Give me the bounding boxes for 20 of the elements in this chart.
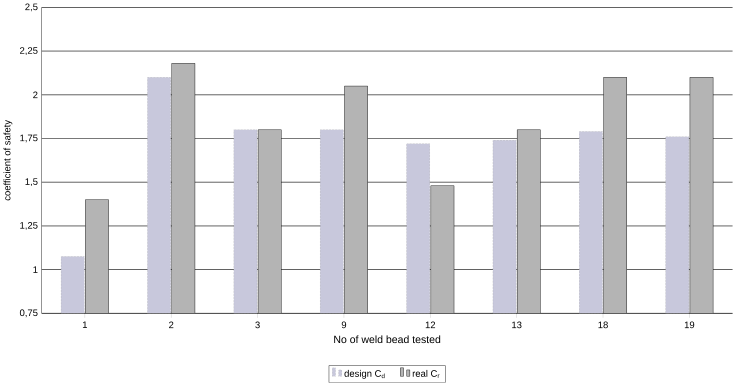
- legend-label: design C$_{d}$: [344, 370, 385, 379]
- y-tick-label: 1,75: [20, 134, 38, 142]
- x-tick-label: 19: [684, 322, 694, 328]
- x-tick-label: 9: [342, 322, 346, 328]
- legend-label: real C$_{r}$: [412, 370, 440, 378]
- y-tick-label: 2,25: [20, 47, 38, 56]
- x-tick-label: 2: [169, 322, 174, 328]
- x-tick-label: 3: [255, 322, 260, 328]
- x-tick-label: 18: [598, 322, 608, 328]
- x-axis-title: No of weld bead tested: [334, 336, 440, 344]
- y-axis-title: coefficient of safety: [4, 120, 12, 200]
- x-tick-label: 1: [82, 322, 88, 328]
- y-tick-label: 1,5: [26, 178, 38, 186]
- y-tick-label: 0,75: [20, 310, 38, 318]
- y-tick-label: 1,25: [20, 222, 38, 230]
- y-tick-label: 2,5: [25, 4, 38, 12]
- x-tick-label: 13: [512, 322, 522, 328]
- x-tick-label: 12: [426, 322, 436, 328]
- y-tick-label: 1: [33, 266, 38, 273]
- y-tick-label: 2: [33, 92, 38, 98]
